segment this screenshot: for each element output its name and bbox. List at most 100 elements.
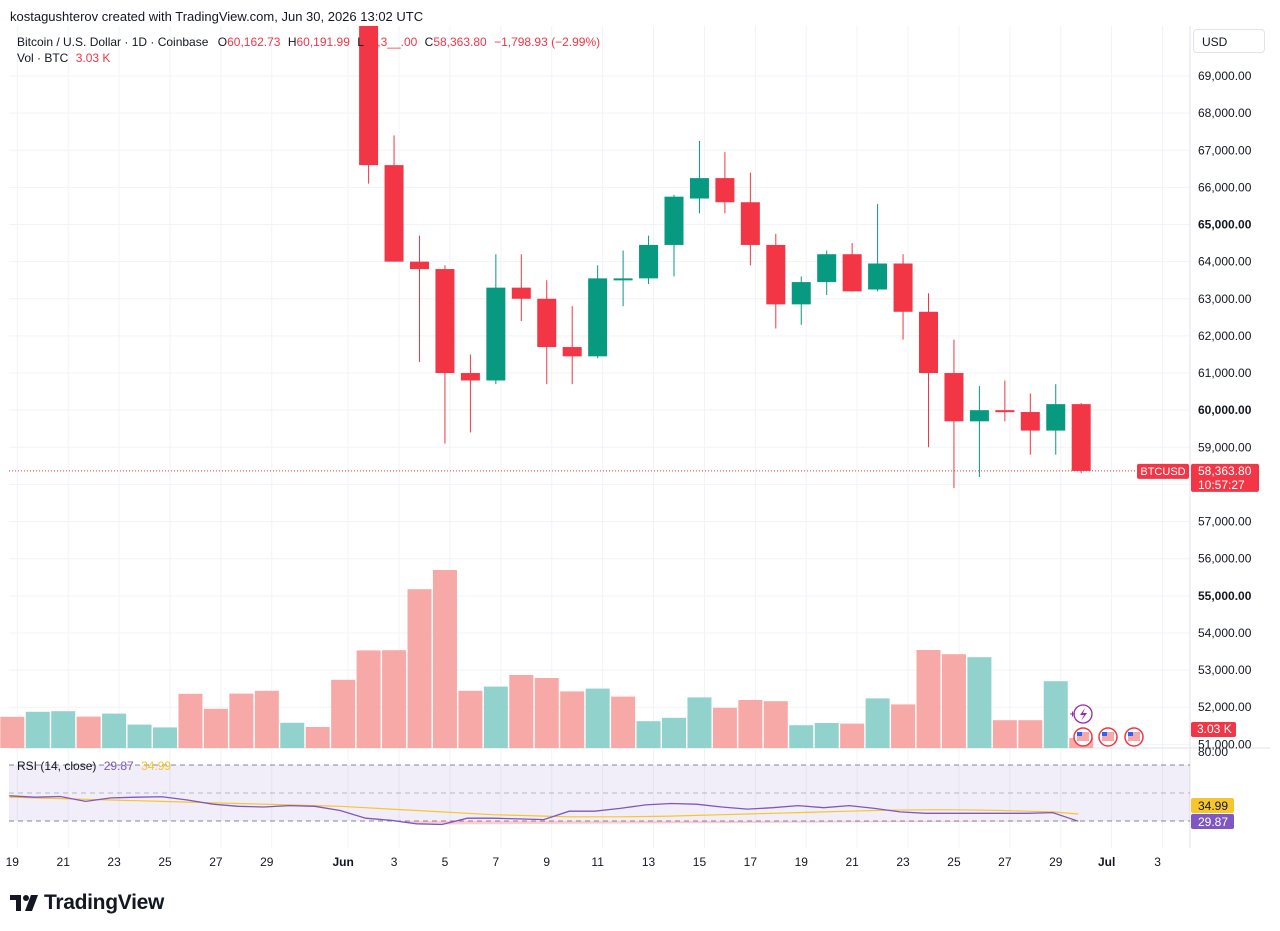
volume-bar [534,678,559,748]
time-tick-label: 23 [896,855,910,869]
brand-name: TradingView [44,891,165,914]
flag-icon-fill [1102,732,1114,741]
candle-body [639,244,659,279]
volume-bar [229,693,254,748]
time-tick-label: 11 [591,855,604,869]
price-tick-label: 60,000.00 [1198,403,1252,417]
volume-bar [432,570,457,748]
candle-body [1020,412,1040,431]
price-tick-label: 63,000.00 [1198,292,1252,306]
close-label: C [424,35,434,49]
candle-body [1071,404,1091,471]
candle-body [740,202,760,245]
rsi-tick-label: 80.00 [1198,745,1228,759]
candle-body [893,263,913,312]
flag-icon-canton [1128,732,1133,736]
volume-bar [305,727,330,748]
price-tick-label: 69,000.00 [1198,69,1252,83]
volume-bar [560,691,585,748]
volume-bar [280,722,305,748]
time-tick-label: 9 [543,855,550,869]
rsi-value: 29.87 [103,759,134,773]
volume-bar [611,696,636,748]
candle-body [995,410,1015,413]
candle-body [766,244,786,305]
volume-bar [0,716,25,748]
flag-icon-fill [1128,732,1140,741]
rsi-line [9,795,1079,826]
time-tick-label: 29 [1049,855,1063,869]
candle-body [435,269,455,374]
candle-body [384,165,404,262]
currency-selector[interactable]: USD [1193,29,1265,53]
time-tick-label: 17 [744,855,758,869]
time-tick-label: 25 [158,855,172,869]
candle-body [410,261,429,270]
price-tick-label: 54,000.00 [1198,626,1252,640]
time-tick-label: 3 [391,855,398,869]
tradingview-logo[interactable]: TradingView [10,891,164,915]
price-tick-label: 67,000.00 [1198,143,1252,157]
volume-bar [178,693,203,748]
candle-body [613,278,633,281]
candle-body [817,254,837,283]
candle-body [664,196,684,245]
high-label: H [287,35,297,49]
price-tick-label: 56,000.00 [1198,552,1252,566]
volume-bar [840,723,865,748]
price-tick-label: 59,000.00 [1198,440,1252,454]
volume-bar [585,688,610,748]
rsi-ma-value: 34.99 [141,759,172,773]
flag-icon-canton [1077,732,1082,736]
rsi-badge [1191,814,1234,829]
volume-bar [1018,720,1043,748]
candle-body [1046,404,1066,431]
time-tick-label: 27 [998,855,1012,869]
price-tick-label: 66,000.00 [1198,180,1252,194]
volume-bar [254,690,279,748]
volume-bar [51,711,76,748]
time-tick-label: 19 [6,855,20,869]
volume-bar [356,650,381,748]
volume-bar [763,701,788,748]
candle-body [562,347,582,357]
time-tick-label: Jun [332,855,353,869]
volume-label: Vol · BTC [17,51,69,65]
volume-bar [916,650,941,748]
price-tick-label: 64,000.00 [1198,255,1252,269]
candle-body [588,278,608,357]
chart-legend: Bitcoin / U.S. Dollar · 1D · Coinbase O6… [17,34,600,66]
volume-bar [509,675,534,748]
candle-body [919,311,938,374]
time-tick-label: 29 [260,855,274,869]
lightning-icon [1070,704,1093,724]
time-tick-label: 21 [845,855,859,869]
lightning-icon-spark [1070,711,1075,717]
open-value: 60,162.73 [227,35,281,49]
price-tick-label: 62,000.00 [1198,329,1252,343]
volume-bar [738,700,763,748]
volume-badge [1191,722,1236,737]
candle-body [791,282,811,305]
rsi-legend: RSI (14, close) 29.87 34.99 [17,759,171,773]
time-tick-label: 3 [1154,855,1161,869]
candle-body [359,26,379,166]
volume-bar [1043,681,1068,748]
rsi-badge-value: 29.87 [1198,815,1228,829]
volume-bar [814,723,839,748]
candle-body [715,178,735,203]
time-tick-label: 15 [693,855,707,869]
lightning-icon-bolt [1080,708,1087,721]
volume-bar [127,724,152,748]
candle-body [842,254,862,292]
price-tick-label: 53,000.00 [1198,663,1252,677]
attribution: kostagushterov created with TradingView.… [10,9,424,24]
candle-body [460,373,480,381]
volume-bar [25,711,50,748]
volume-bar [382,650,407,748]
rsi-ma-line [9,796,1079,818]
volume-bar [891,704,916,748]
low-label: L [357,35,364,49]
symbol-badge-text: BTCUSD [1140,466,1185,478]
